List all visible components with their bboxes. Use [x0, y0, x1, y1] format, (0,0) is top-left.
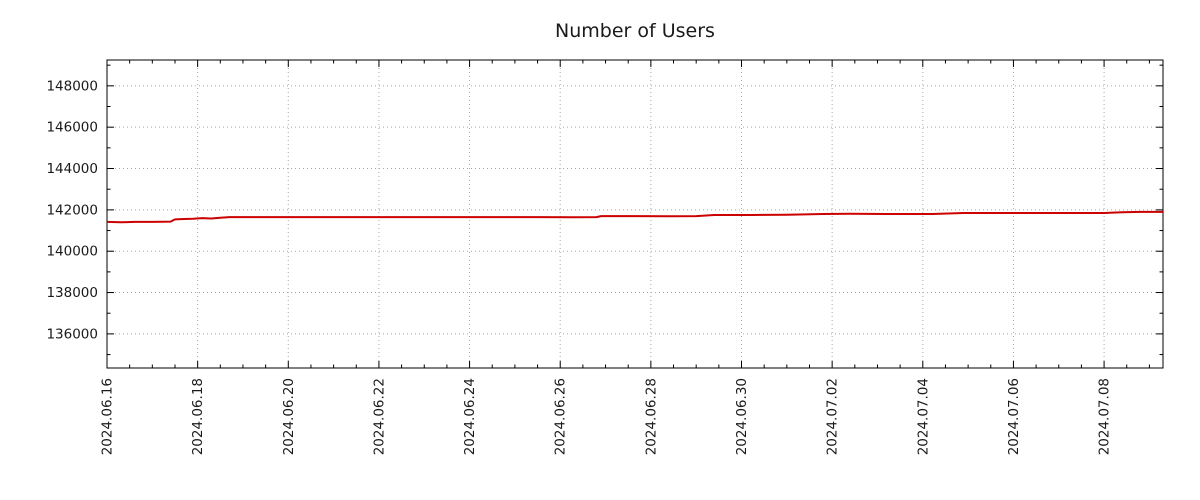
y-tick-label: 142000 — [46, 202, 98, 218]
x-tick-label: 2024.06.16 — [100, 378, 116, 455]
x-tick-label: 2024.07.08 — [1097, 378, 1113, 455]
x-tick-label: 2024.07.06 — [1006, 378, 1022, 455]
x-tick-label: 2024.07.04 — [915, 378, 931, 455]
y-tick-label: 144000 — [46, 161, 98, 177]
x-tick-label: 2024.06.28 — [643, 378, 659, 455]
x-tick-label: 2024.06.24 — [462, 378, 478, 455]
y-tick-label: 140000 — [46, 244, 98, 260]
x-tick-label: 2024.06.22 — [371, 378, 387, 455]
y-tick-label: 136000 — [46, 326, 98, 342]
data-line-users — [106, 210, 1163, 224]
y-tick-label: 148000 — [46, 78, 98, 94]
y-tick-label: 146000 — [46, 120, 98, 136]
plot-group: 136000 138000 140000 142000 144000 146000 1480… — [46, 59, 1164, 455]
x-tick-label: 2024.06.26 — [553, 378, 569, 455]
plot-border — [106, 59, 1164, 369]
x-tick-label: 2024.06.30 — [734, 378, 750, 455]
x-tick-label: 2024.07.02 — [825, 378, 841, 455]
chart-title: Number of Users — [555, 20, 715, 42]
x-tick-label: 2024.06.20 — [281, 378, 297, 455]
y-tick-label: 138000 — [46, 285, 98, 301]
x-tick-label: 2024.06.18 — [190, 378, 206, 455]
